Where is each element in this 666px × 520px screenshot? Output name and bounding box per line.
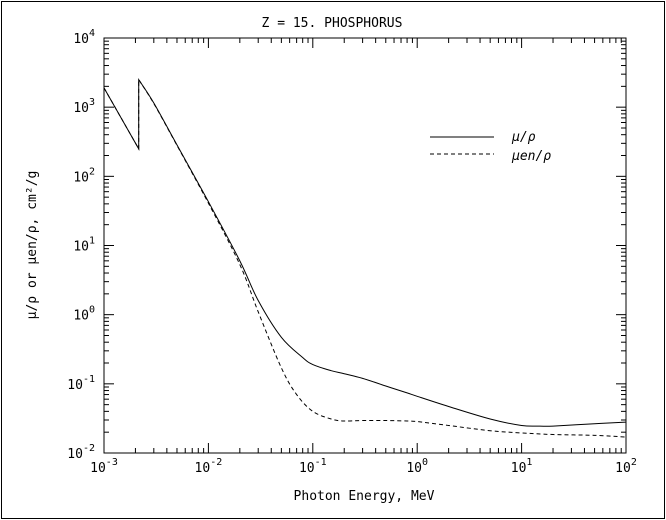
- x-tick-exp: 1: [526, 457, 532, 468]
- legend-label-mu: μ/ρ: [511, 130, 536, 145]
- y-tick-exp: 3: [89, 97, 95, 108]
- y-tick-label: 100: [73, 305, 95, 324]
- y-tick-label: 10-1: [67, 374, 95, 393]
- y-tick-base: 10: [73, 32, 89, 47]
- x-tick-label: 101: [511, 457, 533, 476]
- chart-title: Z = 15. PHOSPHORUS: [262, 16, 403, 31]
- y-tick-exp: 0: [89, 305, 95, 316]
- y-tick-exp: -2: [83, 443, 95, 454]
- y-tick-label: 10-2: [67, 443, 95, 462]
- x-tick-base: 10: [195, 461, 211, 476]
- y-tick-exp: 2: [89, 166, 95, 177]
- x-tick-exp: -3: [106, 457, 118, 468]
- plot-area: [103, 37, 627, 454]
- series-line-muen: [103, 77, 627, 438]
- x-axis-label: Photon Energy, MeV: [294, 489, 435, 504]
- ticks-layer: [103, 37, 627, 454]
- x-tick-base: 10: [406, 461, 422, 476]
- y-tick-exp: -1: [83, 374, 95, 385]
- legend: μ/ρ μen/ρ: [430, 130, 551, 164]
- x-tick-label: 102: [615, 457, 637, 476]
- tick-labels-layer: 10-3 10-2 10-1 100 101 10210-210-110010110210…: [67, 28, 637, 476]
- y-tick-base: 10: [73, 101, 89, 116]
- y-tick-label: 101: [73, 236, 95, 255]
- x-tick-label: 10-3: [90, 457, 118, 476]
- x-tick-exp: 2: [631, 457, 637, 468]
- x-tick-exp: -2: [210, 457, 222, 468]
- y-tick-label: 102: [73, 166, 95, 185]
- y-tick-base: 10: [67, 378, 83, 393]
- y-tick-label: 103: [73, 97, 95, 116]
- series-layer: [103, 77, 627, 438]
- y-tick-label: 104: [73, 28, 95, 47]
- y-axis-label: μ/ρ or μen/ρ, cm²/g: [25, 171, 40, 320]
- x-tick-base: 10: [299, 461, 315, 476]
- y-tick-base: 10: [67, 447, 83, 462]
- y-tick-base: 10: [73, 309, 89, 324]
- x-tick-base: 10: [90, 461, 106, 476]
- series-line-mu: [103, 77, 627, 427]
- y-tick-base: 10: [73, 240, 89, 255]
- y-tick-exp: 4: [89, 28, 95, 39]
- x-tick-label: 10-2: [195, 457, 223, 476]
- y-tick-base: 10: [73, 170, 89, 185]
- x-tick-exp: 0: [422, 457, 428, 468]
- x-tick-base: 10: [615, 461, 631, 476]
- x-tick-base: 10: [511, 461, 527, 476]
- y-tick-exp: 1: [89, 236, 95, 247]
- x-tick-label: 10-1: [299, 457, 327, 476]
- x-tick-label: 100: [406, 457, 428, 476]
- x-tick-exp: -1: [315, 457, 327, 468]
- legend-label-muen: μen/ρ: [511, 149, 551, 164]
